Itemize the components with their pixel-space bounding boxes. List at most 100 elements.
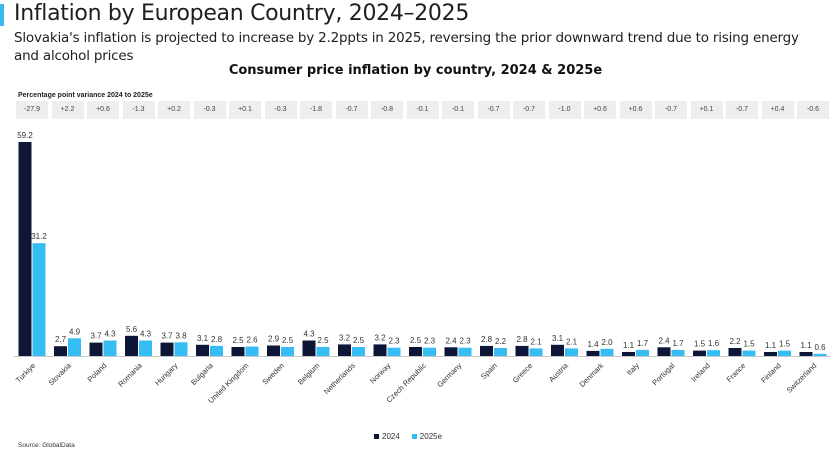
x-tick-label: Sweden [260, 361, 286, 387]
data-label: 1.4 [587, 340, 599, 349]
x-tick-label: Italy [625, 361, 641, 377]
data-label: 2.1 [530, 337, 542, 346]
bar-2024-ireland [693, 350, 706, 356]
data-label: 1.7 [637, 339, 649, 348]
data-label: 2.8 [481, 335, 493, 344]
data-label: 1.1 [800, 341, 812, 350]
bar-2024-united-kingdom [231, 347, 245, 356]
data-label: 2.1 [566, 337, 578, 346]
bar-2025e-finland [778, 350, 791, 356]
bar-2024-germany [444, 347, 458, 356]
bar-2025e-romania [139, 340, 152, 356]
legend: 2024 2025e [374, 432, 442, 441]
data-label: 3.2 [339, 333, 351, 342]
bar-2025e-ireland [707, 350, 720, 356]
variance-cell: +0.6 [584, 101, 616, 119]
variance-cell: -0.7 [477, 101, 510, 119]
x-tick-label: Belgium [296, 361, 322, 387]
x-tick-label: Spain [479, 361, 499, 381]
x-tick-label: Norway [368, 361, 393, 386]
data-label: 2.2 [729, 337, 741, 346]
bar-2024-romania [125, 335, 138, 356]
data-label: 4.9 [69, 327, 81, 336]
variance-cell: -0.7 [726, 101, 758, 119]
data-label: 2.4 [445, 336, 457, 345]
bar-2024-france [728, 348, 742, 356]
bar-2025e-norway [387, 347, 401, 356]
bar-2024-czech-republic [409, 347, 422, 356]
bar-2024-netherlands [338, 344, 351, 356]
bar-2024-portugal [657, 347, 671, 356]
bar-2025e-czech-republic [423, 347, 436, 356]
page-subtitle: Slovakia's inflation is projected to inc… [14, 30, 799, 64]
data-label: 2.5 [410, 336, 422, 345]
variance-cell: -0.3 [193, 101, 226, 119]
data-label: 2.5 [232, 336, 244, 345]
data-label: 1.5 [694, 340, 706, 349]
bar-2024-denmark [586, 350, 600, 356]
variance-cell: +2.2 [51, 101, 84, 119]
x-tick-label: Hungary [153, 361, 180, 388]
variance-cell: -0.3 [264, 101, 297, 119]
bar-2025e-bulgaria [210, 345, 223, 356]
data-label: 3.1 [197, 334, 209, 343]
bar-2024-spain [480, 345, 493, 356]
x-tick-label: Germany [435, 361, 463, 389]
x-tick-label: France [725, 361, 748, 384]
bar-2025e-greece [529, 348, 543, 356]
bar-2024-sweden [267, 345, 280, 356]
bar-2025e-sweden [281, 347, 294, 356]
legend-item-2024: 2024 [374, 432, 400, 441]
variance-cell: -0.6 [797, 101, 829, 119]
data-label: 2.5 [317, 336, 329, 345]
data-label: 0.6 [814, 343, 826, 352]
bar-2025e-france [742, 350, 756, 356]
variance-cell: -0.1 [442, 101, 474, 119]
bar-2024-slovakia [54, 346, 67, 356]
data-label: 2.2 [495, 337, 507, 346]
x-tick-label: Denmark [578, 361, 606, 389]
variance-cell: -27.9 [16, 101, 48, 119]
data-label: 2.6 [246, 336, 258, 345]
data-label: 5.6 [126, 325, 138, 334]
data-label: 1.6 [708, 339, 720, 348]
x-tick-label: Austria [547, 360, 570, 383]
bar-2024-finland [764, 352, 777, 356]
legend-swatch-2024 [374, 434, 379, 439]
data-label: 2.3 [388, 337, 400, 346]
bar-2025e-united-kingdom [245, 346, 259, 356]
data-label: 3.7 [161, 332, 173, 341]
data-label: 3.2 [374, 333, 386, 342]
x-tick-label: Slovakia [46, 360, 73, 387]
x-tick-label: Finland [759, 361, 783, 385]
legend-item-2025e: 2025e [411, 432, 442, 441]
bar-2025e-germany [458, 347, 472, 356]
variance-cell: -1.8 [300, 101, 332, 119]
page-title: Inflation by European Country, 2024–2025 [14, 1, 470, 26]
data-label: 4.3 [104, 330, 116, 339]
variance-cell: -0.8 [371, 101, 403, 119]
data-label: 1.1 [623, 341, 635, 350]
legend-swatch-2025e [411, 434, 417, 439]
bar-2025e-turkiye [32, 243, 46, 356]
variance-cell: +0.1 [690, 101, 723, 119]
bar-2025e-belgium [316, 347, 330, 356]
data-label: 2.3 [424, 337, 436, 346]
data-label: 2.8 [211, 335, 223, 344]
x-tick-label: Poland [86, 361, 109, 384]
variance-cell: +0.1 [229, 101, 261, 119]
x-tick-label: Greece [511, 361, 535, 385]
x-tick-label: Turkiye [14, 361, 38, 385]
data-label: 3.1 [552, 334, 564, 343]
bar-2024-belgium [302, 340, 316, 356]
data-label: 31.2 [31, 232, 47, 241]
bar-2025e-poland [103, 340, 117, 356]
data-label: 2.7 [55, 335, 67, 344]
data-label: 1.5 [779, 340, 791, 349]
data-label: 4.3 [303, 330, 315, 339]
data-label: 4.3 [140, 330, 152, 339]
data-label: 1.1 [765, 341, 777, 350]
data-label: 2.5 [282, 336, 294, 345]
data-label: 59.2 [17, 131, 33, 140]
